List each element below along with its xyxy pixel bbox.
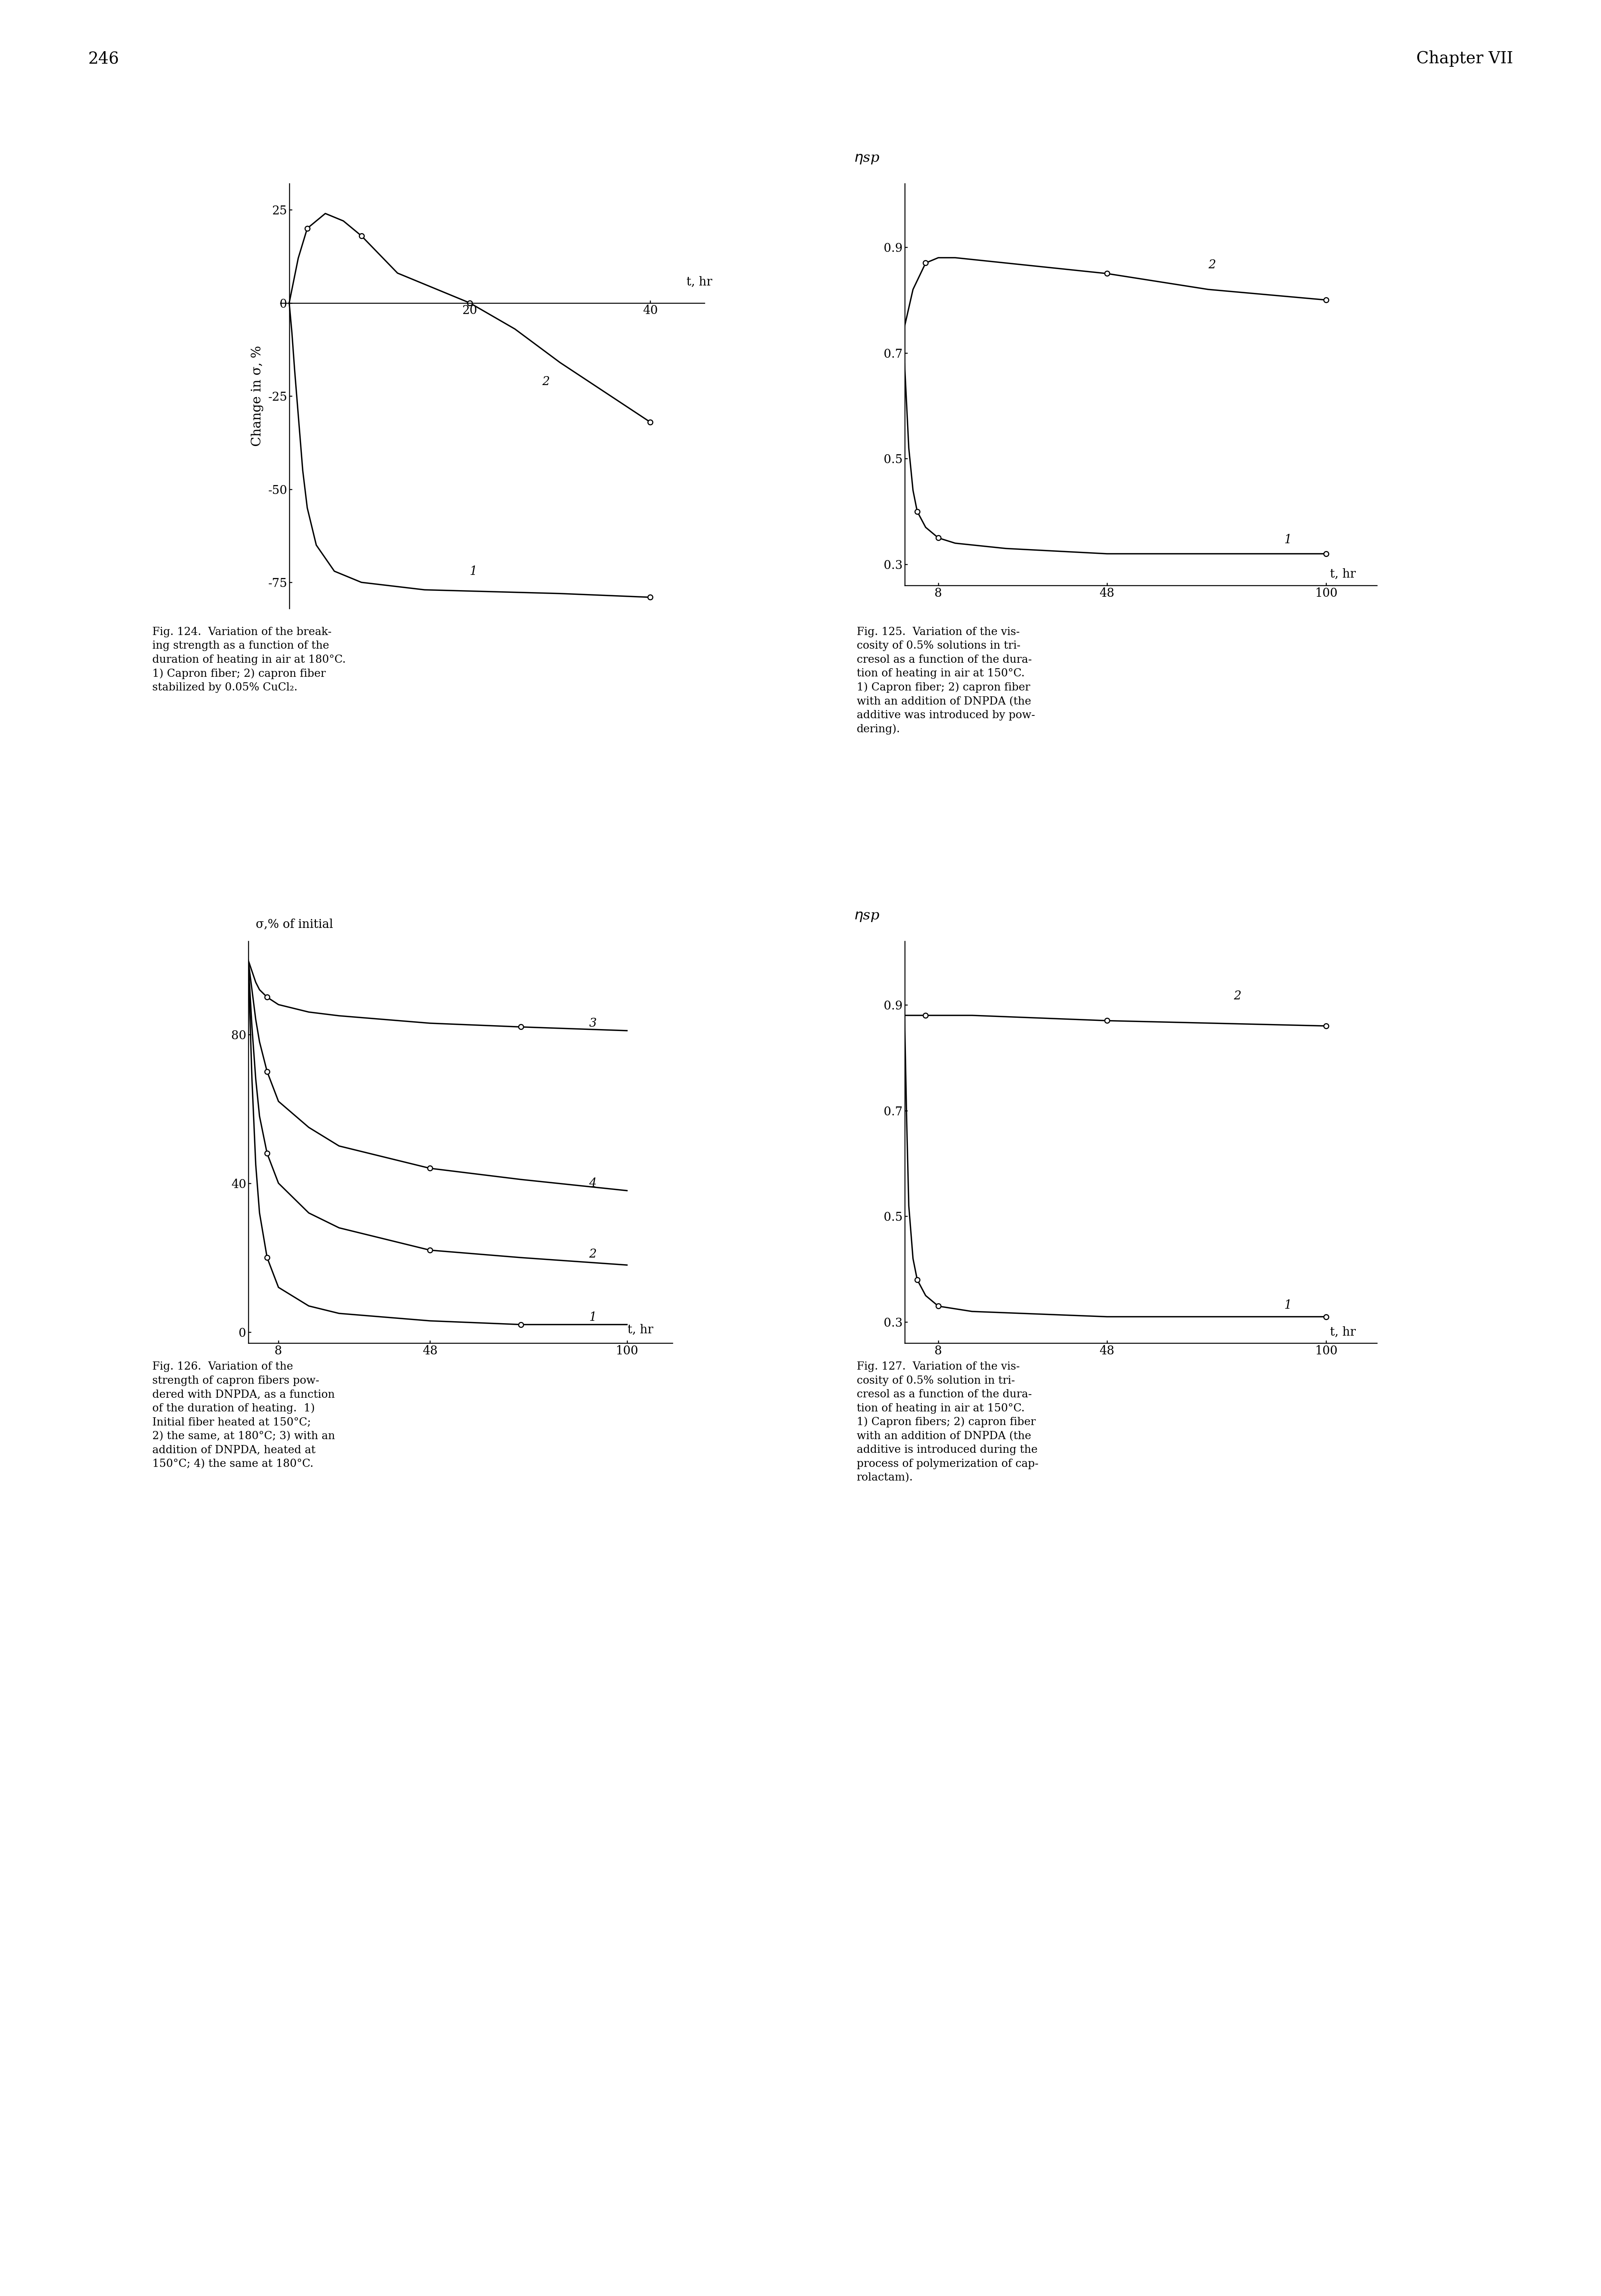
Text: 1: 1	[1284, 1300, 1292, 1311]
Text: 2: 2	[589, 1249, 597, 1261]
Text: $\eta$sp: $\eta$sp	[853, 909, 879, 923]
Text: 246: 246	[88, 51, 118, 67]
Text: 2: 2	[543, 377, 549, 388]
Text: t, hr: t, hr	[1330, 1325, 1356, 1339]
Text: 1: 1	[1284, 533, 1292, 546]
Text: Fig. 125.  Variation of the vis-
cosity of 0.5% solutions in tri-
cresol as a fu: Fig. 125. Variation of the vis- cosity o…	[857, 627, 1034, 735]
Text: 1: 1	[589, 1311, 597, 1322]
Text: 2: 2	[1233, 990, 1241, 1003]
Text: 4: 4	[589, 1178, 597, 1189]
Text: t, hr: t, hr	[1330, 567, 1356, 581]
Text: σ,% of initial: σ,% of initial	[256, 918, 333, 930]
Text: t, hr: t, hr	[628, 1322, 653, 1336]
Text: Fig. 124.  Variation of the break-
ing strength as a function of the
duration of: Fig. 124. Variation of the break- ing st…	[152, 627, 346, 693]
Text: 1: 1	[469, 565, 477, 579]
Text: Chapter VII: Chapter VII	[1417, 51, 1513, 67]
Text: $\eta$sp: $\eta$sp	[853, 152, 879, 165]
Y-axis label: Change in σ, %: Change in σ, %	[251, 347, 264, 445]
Text: t, hr: t, hr	[687, 276, 712, 287]
Text: 2: 2	[1209, 259, 1215, 271]
Text: Fig. 126.  Variation of the
strength of capron fibers pow-
dered with DNPDA, as : Fig. 126. Variation of the strength of c…	[152, 1362, 335, 1469]
Text: 3: 3	[589, 1017, 597, 1029]
Text: Fig. 127.  Variation of the vis-
cosity of 0.5% solution in tri-
cresol as a fun: Fig. 127. Variation of the vis- cosity o…	[857, 1362, 1039, 1483]
